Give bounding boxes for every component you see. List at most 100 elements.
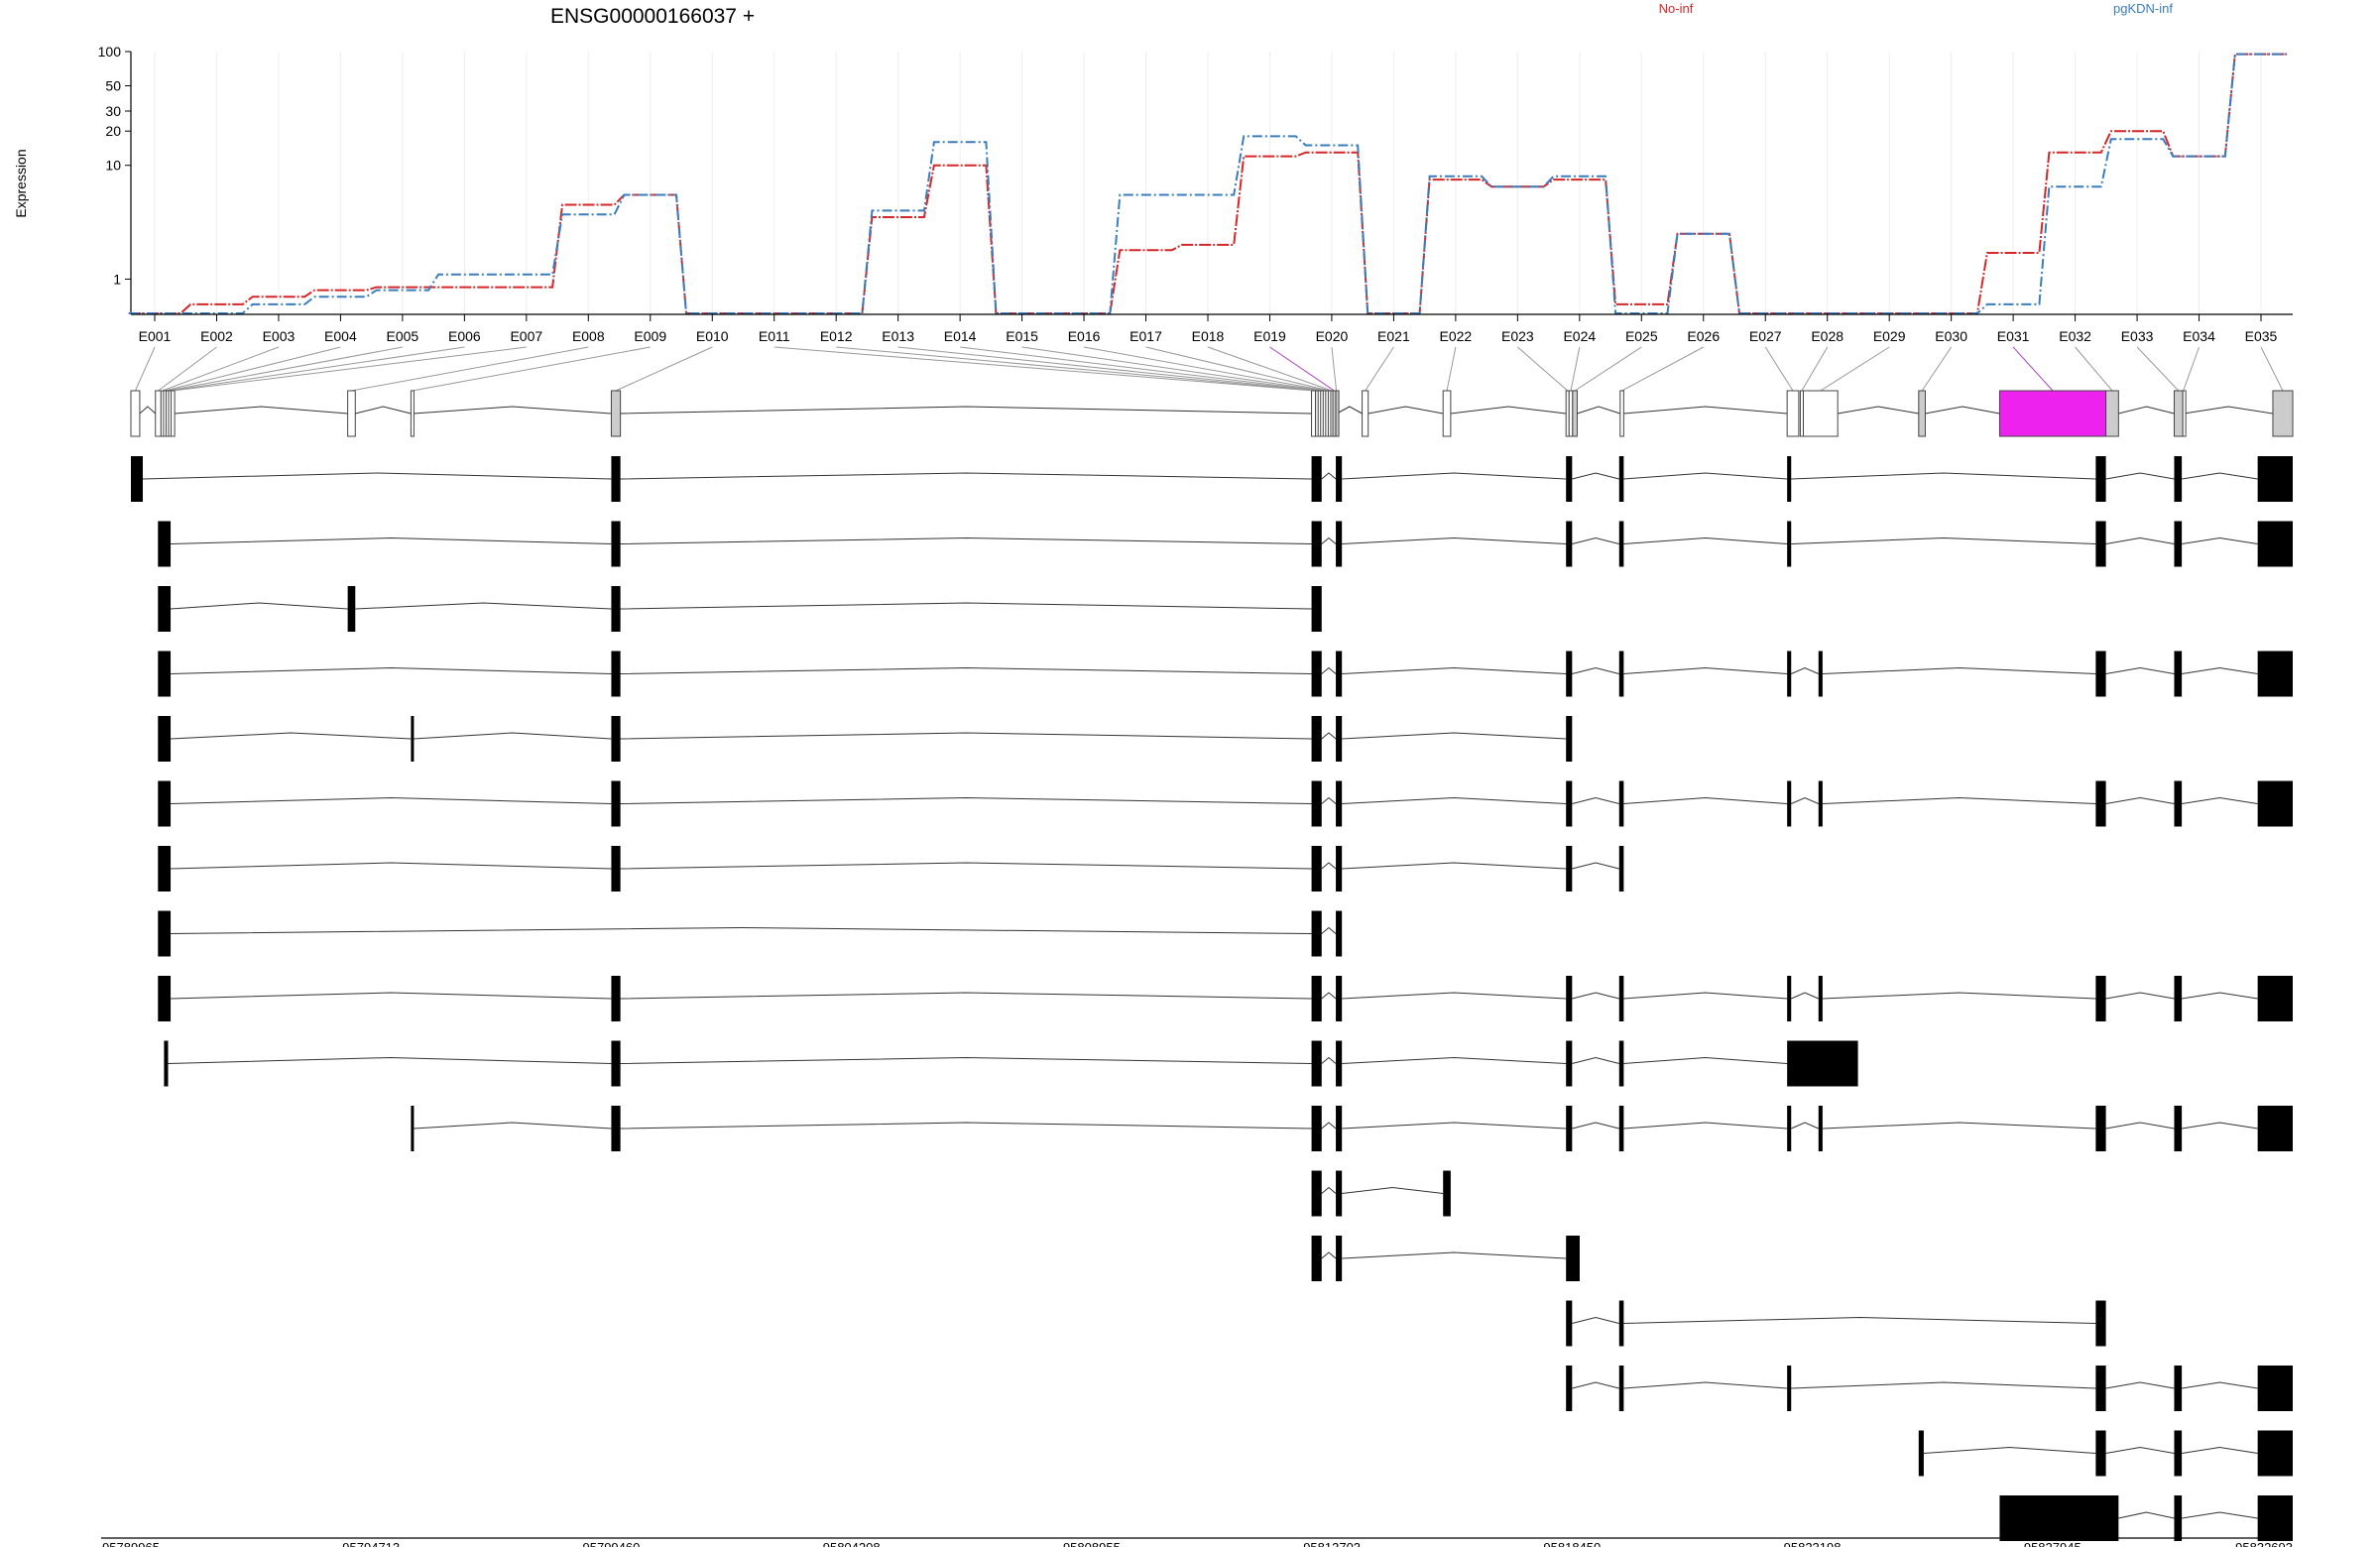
x-tick-label: E014 xyxy=(944,328,977,344)
transcript-intron xyxy=(1623,666,1788,674)
transcript-exon xyxy=(1336,521,1343,567)
transcript-exon xyxy=(1918,1430,1924,1477)
transcript-intron xyxy=(1321,536,1337,544)
genome-tick-label: 95808955 xyxy=(1063,1540,1121,1547)
x-tick-label: E025 xyxy=(1625,328,1658,344)
transcript-intron xyxy=(1923,1446,2096,1454)
transcript-intron xyxy=(168,1056,612,1064)
transcript-intron xyxy=(1342,1186,1444,1194)
transcript-exon xyxy=(347,586,356,632)
transcript-exon xyxy=(611,586,621,632)
transcript-exon xyxy=(1311,976,1322,1021)
exon-box-e008 xyxy=(347,390,356,437)
x-tick-label: E026 xyxy=(1687,328,1720,344)
transcript-intron xyxy=(355,602,612,610)
transcript-exon xyxy=(2095,456,2106,502)
transcript-exon xyxy=(611,651,621,697)
transcript-intron xyxy=(413,1122,612,1130)
transcript-exon xyxy=(1336,456,1343,502)
transcript-intron xyxy=(1342,732,1567,740)
transcript-exon xyxy=(2095,1430,2106,1477)
exon-connector xyxy=(2260,346,2284,392)
transcript-intron xyxy=(1791,472,2096,480)
x-tick-label: E034 xyxy=(2183,328,2215,344)
intron-line xyxy=(175,406,348,415)
transcript-intron xyxy=(1342,862,1567,870)
exon-box-e025 xyxy=(1572,390,1578,437)
transcript-intron xyxy=(1572,992,1619,1000)
transcript-intron xyxy=(1321,1056,1337,1064)
transcript-exon xyxy=(1566,976,1573,1021)
transcript-exon xyxy=(1336,780,1343,827)
transcript-intron xyxy=(1321,666,1337,674)
transcript-exon xyxy=(1618,846,1624,892)
transcript-exon xyxy=(2257,1106,2293,1151)
transcript-intron xyxy=(1822,992,2096,1000)
exon-box-e020 xyxy=(1335,390,1340,437)
transcript-intron xyxy=(2105,666,2175,674)
transcript-exon xyxy=(1566,521,1573,567)
transcript-exon xyxy=(1311,910,1322,957)
transcript-exon xyxy=(2174,651,2183,697)
exon-box-e033 xyxy=(2173,390,2184,437)
transcript-intron xyxy=(1321,732,1337,740)
transcript-intron xyxy=(1791,1381,2096,1389)
transcript-intron xyxy=(1791,536,2096,544)
transcript-exon xyxy=(1787,1040,1858,1087)
transcript-exon xyxy=(611,521,621,567)
exon-box-e021 xyxy=(1362,390,1369,437)
intron-line xyxy=(620,406,1312,415)
x-tick-label: E013 xyxy=(882,328,914,344)
transcript-exon xyxy=(158,780,172,827)
transcript-exon xyxy=(1566,846,1573,892)
transcript-intron xyxy=(1623,536,1788,544)
vertical-gridlines xyxy=(154,52,2262,313)
transcript-intron xyxy=(171,796,612,804)
transcript-exon xyxy=(2174,1430,2183,1477)
exon-connector xyxy=(167,346,403,392)
transcript-intron xyxy=(1342,536,1567,544)
transcript-exon xyxy=(1336,1236,1343,1281)
genome-tick-label: 95823198 xyxy=(1784,1540,1842,1547)
transcript-intron xyxy=(1791,796,1819,804)
exon-box-e011 xyxy=(1311,390,1317,437)
transcript-intron xyxy=(1342,1122,1567,1130)
transcript-exon xyxy=(2095,521,2106,567)
transcript-intron xyxy=(1572,1381,1619,1389)
transcript-exon xyxy=(1618,976,1624,1021)
intron-line xyxy=(1450,406,1567,415)
transcript-intron xyxy=(1342,666,1567,674)
transcript-exon xyxy=(1311,456,1322,502)
exon-connector xyxy=(1269,346,1335,392)
transcript-intron xyxy=(2182,472,2258,480)
expression-series xyxy=(128,53,2288,314)
transcript-exon xyxy=(1618,651,1624,697)
transcript-intron xyxy=(1791,1122,1819,1130)
transcript-exon xyxy=(1336,910,1343,957)
transcript-intron xyxy=(1791,666,1819,674)
transcript-exon xyxy=(158,976,172,1021)
exon-box-e031 xyxy=(1998,390,2107,437)
transcript-exon xyxy=(1818,651,1823,697)
transcript-exon xyxy=(1818,780,1823,827)
chart-title: ENSG00000166037 + xyxy=(550,5,755,28)
exon-connector xyxy=(2075,346,2113,392)
transcript-intron xyxy=(1623,796,1788,804)
transcript-intron xyxy=(2105,472,2175,480)
transcript-exon xyxy=(611,976,621,1021)
intron-line xyxy=(355,406,412,415)
x-tick-label: E012 xyxy=(820,328,853,344)
transcript-intron xyxy=(1623,1122,1788,1130)
genome-tick-label: 95827945 xyxy=(2024,1540,2082,1547)
transcript-exon xyxy=(2095,780,2106,827)
transcript-intron xyxy=(2182,1381,2258,1389)
x-tick-label: E030 xyxy=(1935,328,1967,344)
transcript-exon xyxy=(2095,1300,2106,1347)
transcript-intron xyxy=(1572,1316,1619,1324)
exon-connector xyxy=(1570,346,1581,392)
transcript-intron xyxy=(1321,1251,1337,1259)
transcript-exon xyxy=(2257,780,2293,827)
transcript-intron xyxy=(2118,1511,2175,1519)
transcript-exon xyxy=(411,716,415,762)
transcript-intron xyxy=(1822,1122,2096,1130)
